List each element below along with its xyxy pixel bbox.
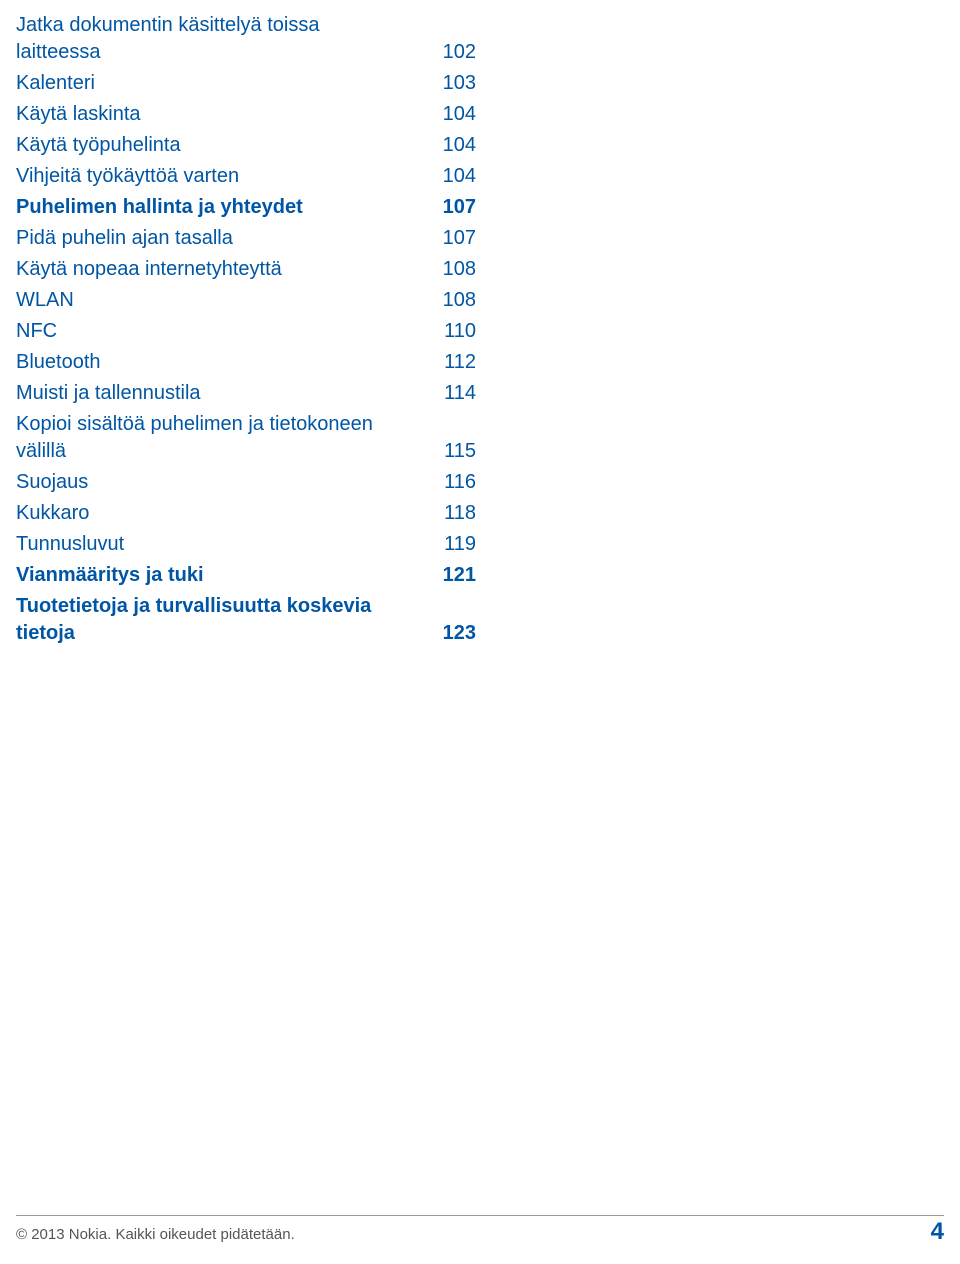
toc-entry-page: 112: [426, 349, 476, 376]
toc-entry-page: 108: [426, 287, 476, 314]
toc-entry-page: 107: [426, 194, 476, 221]
toc-entry-page: 116: [426, 469, 476, 496]
toc-entry-label: Kopioi sisältöä puhelimen ja tietokoneen…: [16, 411, 406, 465]
toc-entry-page: 115: [426, 438, 476, 465]
toc-entry[interactable]: Muisti ja tallennustila 114: [16, 380, 476, 407]
footer-divider: [16, 1215, 944, 1216]
toc-entry[interactable]: Vianmääritys ja tuki 121: [16, 562, 476, 589]
copyright-text: © 2013 Nokia. Kaikki oikeudet pidätetään…: [16, 1226, 295, 1243]
toc-entry-label: Vianmääritys ja tuki: [16, 562, 204, 589]
toc-entry-page: 119: [426, 531, 476, 558]
toc-entry-label: Jatka dokumentin käsittelyä toissa laitt…: [16, 12, 406, 66]
toc-entry[interactable]: Kopioi sisältöä puhelimen ja tietokoneen…: [16, 411, 476, 465]
toc-entry[interactable]: Vihjeitä työkäyttöä varten 104: [16, 163, 476, 190]
page-number: 4: [931, 1218, 944, 1246]
toc-entry-page: 123: [426, 620, 476, 647]
toc-entry[interactable]: Puhelimen hallinta ja yhteydet 107: [16, 194, 476, 221]
toc-entry-page: 102: [426, 39, 476, 66]
toc-entry[interactable]: NFC 110: [16, 318, 476, 345]
toc-entry[interactable]: Pidä puhelin ajan tasalla 107: [16, 225, 476, 252]
toc-entry[interactable]: WLAN 108: [16, 287, 476, 314]
toc-entry[interactable]: Tunnusluvut 119: [16, 531, 476, 558]
toc-entry[interactable]: Käytä laskinta 104: [16, 101, 476, 128]
toc-entry-label: Käytä työpuhelinta: [16, 132, 181, 159]
toc-entry-page: 121: [426, 562, 476, 589]
toc-entry[interactable]: Jatka dokumentin käsittelyä toissa laitt…: [16, 12, 476, 66]
toc-entry-label: Käytä nopeaa internetyhteyttä: [16, 256, 282, 283]
toc-entry[interactable]: Bluetooth 112: [16, 349, 476, 376]
toc-entry-label: Kalenteri: [16, 70, 95, 97]
toc-entry-label: Käytä laskinta: [16, 101, 141, 128]
toc-entry[interactable]: Kalenteri 103: [16, 70, 476, 97]
toc-entry-label: Vihjeitä työkäyttöä varten: [16, 163, 239, 190]
footer: © 2013 Nokia. Kaikki oikeudet pidätetään…: [0, 1218, 960, 1246]
toc-entry-page: 107: [426, 225, 476, 252]
toc-entry-label: Muisti ja tallennustila: [16, 380, 201, 407]
toc-entry-label: Bluetooth: [16, 349, 101, 376]
toc-entry-page: 108: [426, 256, 476, 283]
toc-entry-label: Puhelimen hallinta ja yhteydet: [16, 194, 303, 221]
toc-entry-page: 104: [426, 132, 476, 159]
toc-entry[interactable]: Käytä työpuhelinta 104: [16, 132, 476, 159]
toc-entry-page: 118: [426, 500, 476, 527]
toc-entry-page: 104: [426, 101, 476, 128]
table-of-contents: Jatka dokumentin käsittelyä toissa laitt…: [16, 12, 476, 647]
toc-entry-page: 103: [426, 70, 476, 97]
toc-entry-label: Kukkaro: [16, 500, 89, 527]
toc-entry[interactable]: Kukkaro 118: [16, 500, 476, 527]
toc-entry-page: 104: [426, 163, 476, 190]
toc-entry-label: NFC: [16, 318, 57, 345]
toc-entry[interactable]: Tuotetietoja ja turvallisuutta koskevia …: [16, 593, 476, 647]
toc-entry-label: Pidä puhelin ajan tasalla: [16, 225, 233, 252]
toc-entry-label: Tunnusluvut: [16, 531, 124, 558]
toc-entry[interactable]: Käytä nopeaa internetyhteyttä 108: [16, 256, 476, 283]
toc-entry-page: 114: [426, 380, 476, 407]
page: Jatka dokumentin käsittelyä toissa laitt…: [0, 0, 960, 1264]
toc-entry-label: Suojaus: [16, 469, 88, 496]
toc-entry-label: Tuotetietoja ja turvallisuutta koskevia …: [16, 593, 406, 647]
toc-entry[interactable]: Suojaus 116: [16, 469, 476, 496]
toc-entry-page: 110: [426, 318, 476, 345]
toc-entry-label: WLAN: [16, 287, 74, 314]
